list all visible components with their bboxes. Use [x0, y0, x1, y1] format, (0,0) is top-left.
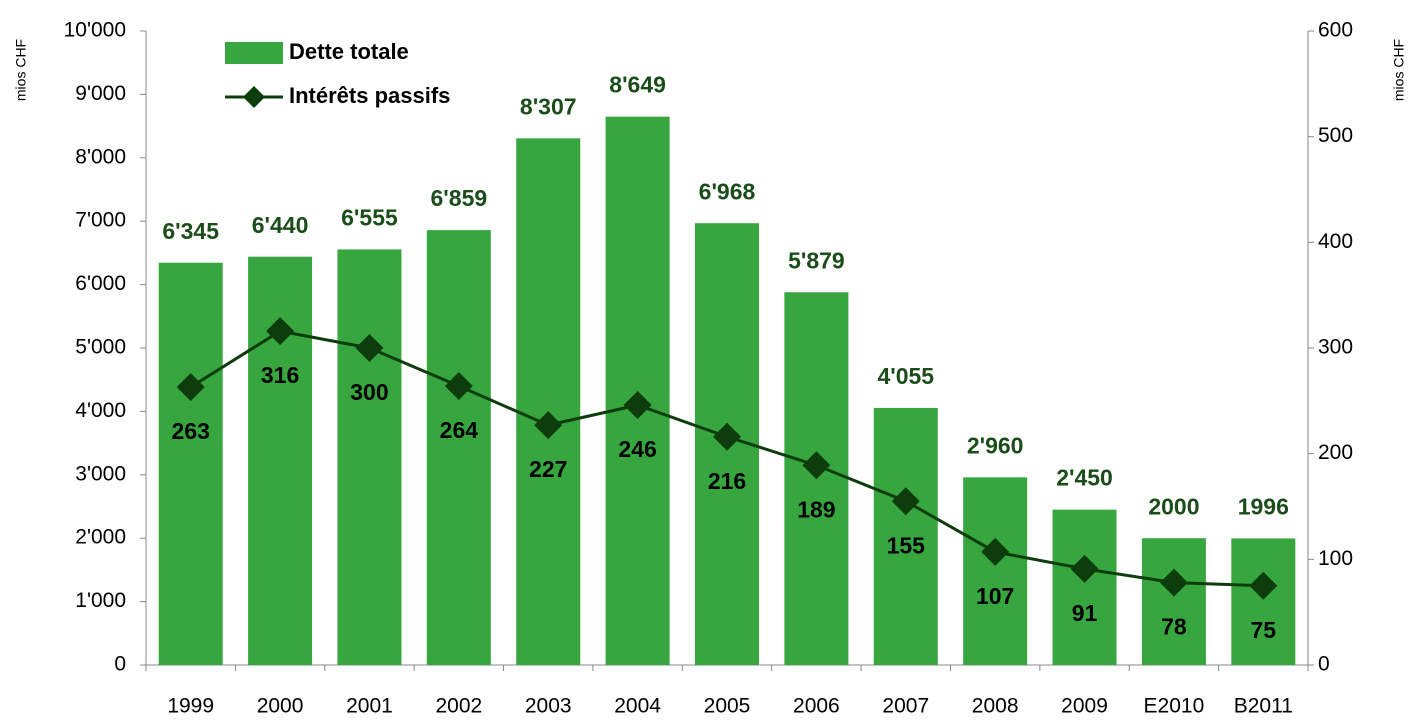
marker: [176, 373, 205, 402]
bar-value-label: 4'055: [877, 363, 934, 389]
x-tick-label: 2002: [435, 695, 482, 718]
marker: [623, 391, 652, 420]
y-tick-label: 10'000: [64, 19, 126, 42]
bar-value-label: 6'859: [431, 185, 488, 211]
y-tick-label: 4'000: [75, 399, 126, 422]
line-value-label: 189: [797, 496, 835, 522]
line-value-label: 227: [529, 456, 567, 482]
line-value-label: 300: [350, 379, 388, 405]
y-tick-label: 6'000: [75, 272, 126, 295]
bar: [516, 138, 581, 666]
legend-swatch: [225, 42, 283, 64]
y-tick-label: 9'000: [75, 82, 126, 105]
bar: [426, 230, 491, 665]
x-tick-label: 2003: [525, 695, 572, 718]
bar-value-label: 6'440: [252, 212, 309, 238]
y2-tick-label: 400: [1318, 230, 1353, 253]
bar: [158, 262, 223, 665]
x-tick-label: 2006: [793, 695, 840, 718]
x-tick-label: 2005: [704, 695, 751, 718]
marker: [713, 422, 741, 451]
legend-marker: [243, 86, 265, 108]
y2-tick-label: 300: [1318, 336, 1353, 359]
line-value-label: 264: [440, 417, 479, 443]
line-value-label: 263: [172, 418, 210, 444]
x-tick-label: 2009: [1061, 695, 1108, 718]
line-value-label: 316: [261, 362, 299, 388]
x-tick-label: 2004: [614, 695, 661, 718]
bar-value-label: 6'555: [341, 204, 398, 230]
y2-tick-label: 200: [1318, 441, 1353, 464]
y-axis-label: mios CHF: [13, 39, 29, 101]
bar: [1052, 509, 1117, 665]
marker: [891, 487, 920, 516]
y2-axis-label: mios CHF: [1391, 39, 1407, 101]
x-tick-label: 2007: [882, 695, 929, 718]
line-value-label: 75: [1251, 617, 1277, 643]
bar: [963, 477, 1028, 665]
marker: [355, 334, 384, 362]
y-tick-label: 5'000: [75, 336, 126, 359]
y-tick-label: 1'000: [75, 589, 126, 612]
x-tick-label: 2000: [257, 695, 304, 718]
marker: [802, 451, 831, 480]
marker: [266, 317, 295, 346]
bar-value-label: 6'345: [162, 218, 219, 244]
marker: [444, 372, 473, 401]
y-tick-label: 7'000: [75, 209, 126, 232]
bar-value-label: 6'968: [699, 178, 756, 204]
bar: [337, 249, 402, 665]
bar: [1141, 538, 1206, 665]
y2-tick-label: 600: [1318, 19, 1353, 42]
x-tick-label: 2001: [346, 695, 393, 718]
y2-tick-label: 100: [1318, 547, 1353, 570]
bar-value-label: 1996: [1238, 494, 1289, 520]
marker: [534, 411, 563, 440]
x-tick-label: E2010: [1144, 695, 1205, 718]
line-value-label: 91: [1072, 600, 1098, 626]
x-tick-label: 1999: [167, 695, 214, 718]
y2-tick-label: 0: [1318, 653, 1330, 676]
bar-value-label: 8'307: [520, 93, 577, 119]
x-tick-label: 2008: [972, 695, 1019, 718]
bar-value-label: 8'649: [609, 72, 666, 98]
bar: [605, 116, 670, 666]
y-tick-label: 3'000: [75, 462, 126, 485]
marker: [1159, 568, 1188, 597]
bar-value-label: 5'879: [788, 247, 845, 273]
line-value-label: 216: [708, 468, 746, 494]
marker: [1249, 571, 1278, 600]
marker: [1070, 554, 1099, 583]
line-value-label: 155: [887, 532, 926, 558]
marker: [981, 537, 1010, 566]
y-tick-label: 0: [114, 653, 126, 676]
legend-label: Dette totale: [289, 39, 409, 64]
y-tick-label: 8'000: [75, 145, 126, 168]
line-value-label: 246: [618, 436, 656, 462]
bar-value-label: 2'450: [1056, 465, 1113, 491]
x-tick-label: B2011: [1234, 695, 1293, 718]
y2-tick-label: 500: [1318, 124, 1353, 147]
line-value-label: 107: [976, 583, 1014, 609]
y-tick-label: 2'000: [75, 526, 126, 549]
bar: [873, 407, 938, 665]
line-value-label: 78: [1161, 614, 1187, 640]
bar-value-label: 2'960: [967, 432, 1024, 458]
legend-label: Intérêts passifs: [289, 83, 450, 108]
bar-value-label: 2000: [1148, 493, 1199, 519]
bar: [1231, 538, 1296, 665]
